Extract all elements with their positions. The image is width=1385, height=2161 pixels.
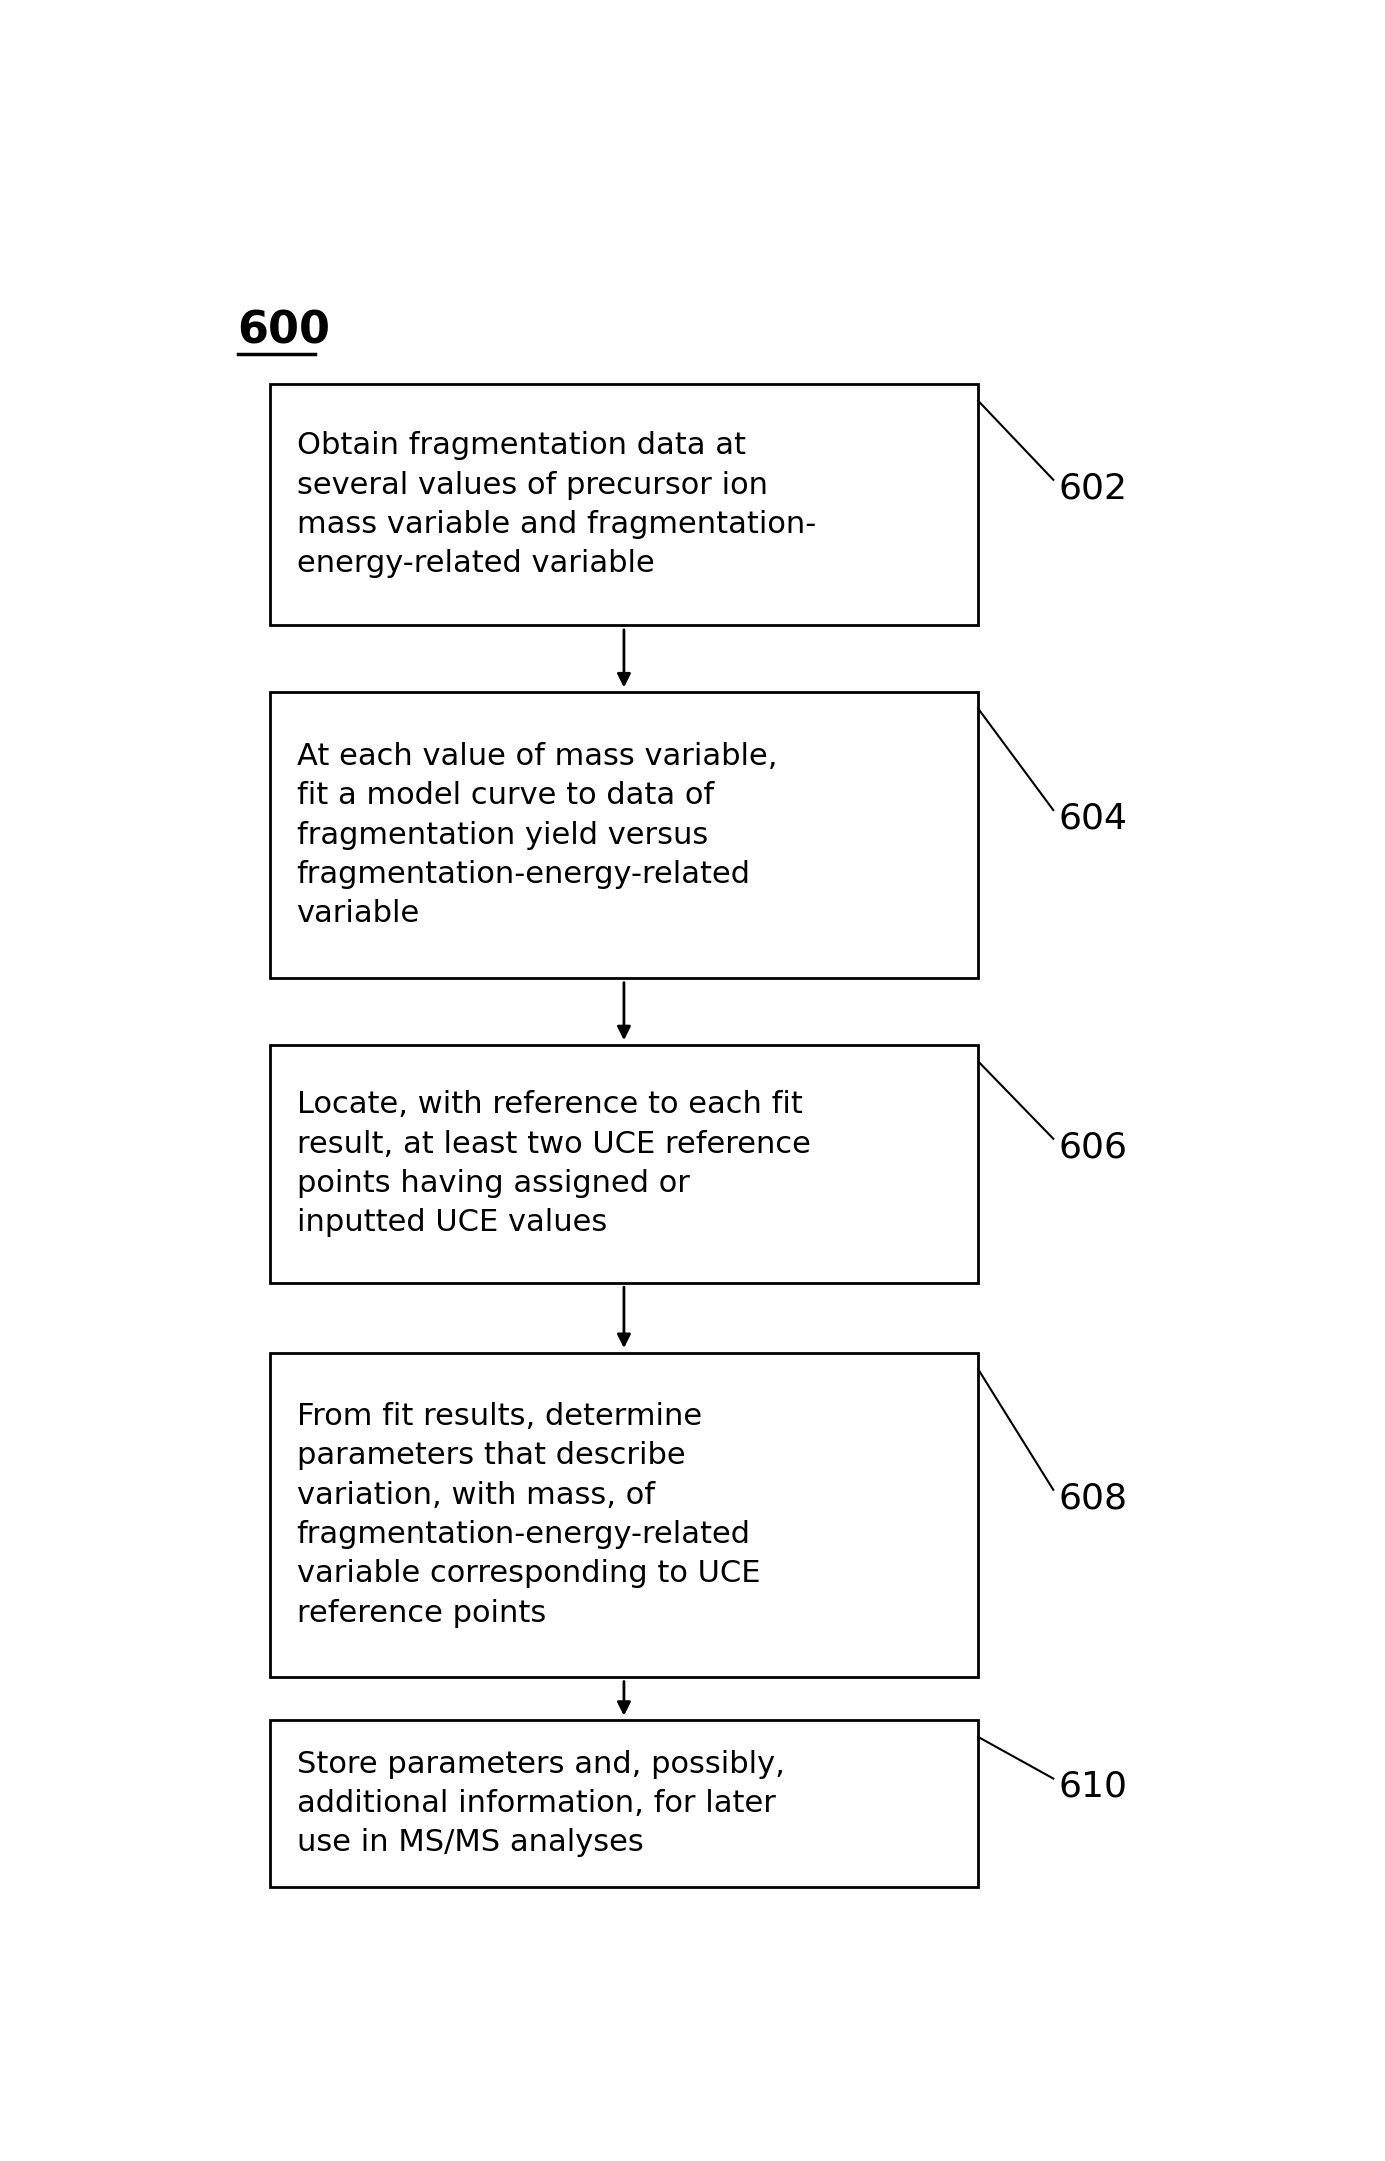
Text: 602: 602 [1058,471,1127,506]
Text: 604: 604 [1058,802,1127,836]
Text: 610: 610 [1058,1770,1127,1804]
FancyBboxPatch shape [270,692,978,979]
Text: From fit results, determine
parameters that describe
variation, with mass, of
fr: From fit results, determine parameters t… [296,1402,760,1627]
Text: 606: 606 [1058,1130,1127,1165]
FancyBboxPatch shape [270,1044,978,1284]
Text: Locate, with reference to each fit
result, at least two UCE reference
points hav: Locate, with reference to each fit resul… [296,1089,810,1238]
Text: 600: 600 [238,309,331,352]
FancyBboxPatch shape [270,1353,978,1677]
FancyBboxPatch shape [270,385,978,625]
Text: At each value of mass variable,
fit a model curve to data of
fragmentation yield: At each value of mass variable, fit a mo… [296,741,777,929]
Text: 608: 608 [1058,1480,1127,1515]
Text: Obtain fragmentation data at
several values of precursor ion
mass variable and f: Obtain fragmentation data at several val… [296,432,816,579]
Text: Store parameters and, possibly,
additional information, for later
use in MS/MS a: Store parameters and, possibly, addition… [296,1750,784,1856]
FancyBboxPatch shape [270,1720,978,1887]
